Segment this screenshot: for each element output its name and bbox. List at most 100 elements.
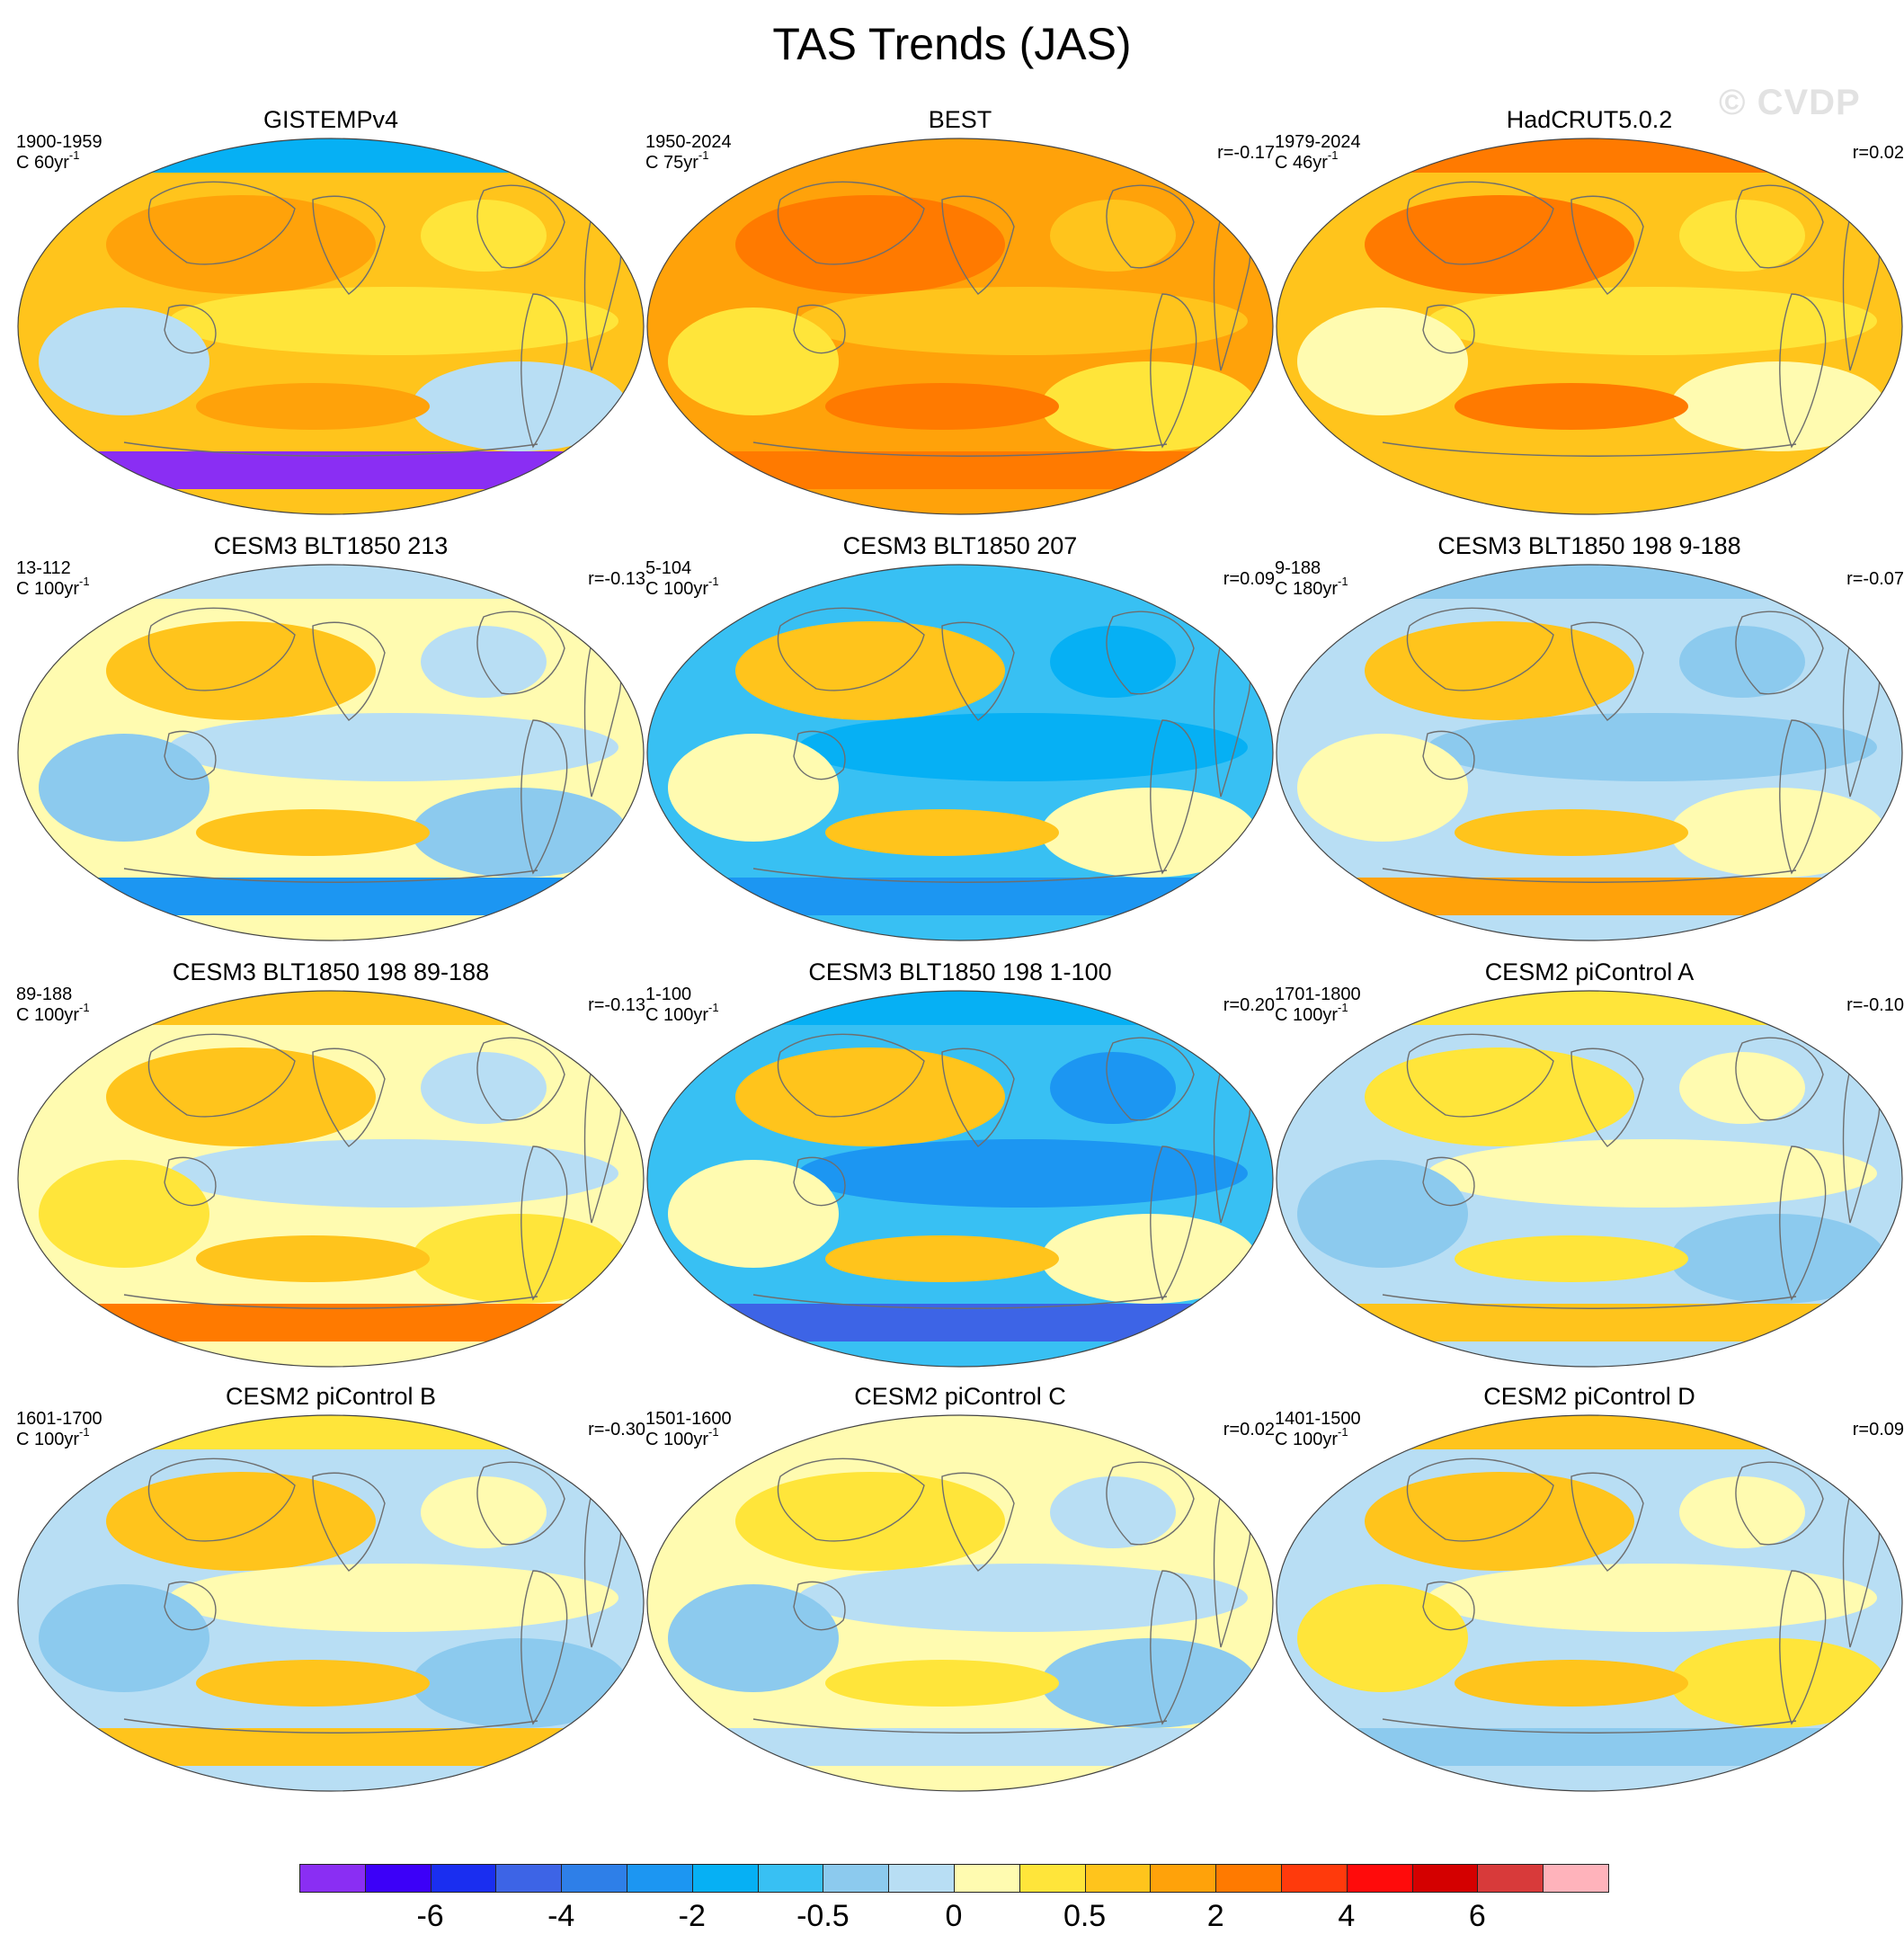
arctic-band bbox=[18, 138, 644, 173]
colorbar-swatch bbox=[1150, 1864, 1217, 1893]
trend-patch bbox=[169, 287, 618, 355]
trend-patch bbox=[1365, 1047, 1634, 1146]
continent-outline bbox=[1150, 719, 1197, 875]
colorbar-tick-label: -0.5 bbox=[796, 1899, 850, 1933]
panel-title: GISTEMPv4 bbox=[262, 106, 399, 133]
colorbar-tick-label: -4 bbox=[547, 1899, 575, 1933]
trend-patch bbox=[1679, 1476, 1805, 1548]
world-map bbox=[646, 138, 1274, 515]
panel-period: 9-188 bbox=[1275, 558, 1321, 578]
panel-title: CESM3 BLT1850 198 9-188 bbox=[1437, 532, 1741, 559]
colorbar-tick-label: 2 bbox=[1206, 1899, 1224, 1933]
continent-outline bbox=[752, 1294, 1168, 1309]
trend-patch bbox=[735, 621, 1005, 720]
world-map bbox=[17, 990, 645, 1368]
trend-patch bbox=[1679, 200, 1805, 272]
continent-outline bbox=[1150, 293, 1197, 449]
continent-outline bbox=[476, 1461, 565, 1546]
panel-period: 5-104 bbox=[645, 558, 692, 578]
colorbar-tick-label: 6 bbox=[1468, 1899, 1486, 1933]
panel-correlation: r=-0.07 bbox=[1846, 569, 1904, 589]
figure-title: TAS Trends (JAS) bbox=[772, 19, 1132, 69]
trend-patch bbox=[1455, 1235, 1688, 1282]
trend-patch bbox=[1365, 1472, 1634, 1571]
panel-units: C 75yr-1 bbox=[645, 148, 709, 173]
colorbar-swatch bbox=[299, 1864, 366, 1893]
colorbar-swatch bbox=[691, 1864, 759, 1893]
colorbar-swatch bbox=[561, 1864, 627, 1893]
continent-outline bbox=[164, 1156, 217, 1207]
trend-patch bbox=[1041, 361, 1257, 451]
colorbar-swatch bbox=[1411, 1864, 1479, 1893]
colorbar-swatch bbox=[888, 1864, 955, 1893]
arctic-band bbox=[1277, 565, 1902, 599]
continent-outline bbox=[476, 184, 565, 269]
continent-outline bbox=[123, 1294, 538, 1309]
continent-outline bbox=[752, 1718, 1168, 1734]
continent-outline bbox=[1570, 621, 1644, 721]
continent-outline bbox=[164, 304, 217, 354]
trend-patch bbox=[1365, 195, 1634, 294]
trend-patch bbox=[735, 1472, 1005, 1571]
trend-patch bbox=[1679, 626, 1805, 698]
panel-correlation: r=0.09 bbox=[1223, 569, 1275, 589]
panel-correlation: r=-0.13 bbox=[588, 569, 645, 589]
world-map bbox=[17, 564, 645, 941]
antarctic-band bbox=[647, 1341, 1273, 1367]
continent-outline bbox=[1422, 730, 1475, 780]
panel-period: 1701-1800 bbox=[1275, 985, 1361, 1004]
trend-patch bbox=[39, 1584, 209, 1692]
antarctic-band bbox=[647, 489, 1273, 514]
colorbar-swatch bbox=[1477, 1864, 1544, 1893]
trend-patch bbox=[1670, 1638, 1886, 1728]
trend-patch bbox=[798, 287, 1248, 355]
arctic-band bbox=[647, 1415, 1273, 1449]
arctic-band bbox=[647, 138, 1273, 173]
continent-outline bbox=[777, 1457, 925, 1542]
panel-title: CESM3 BLT1850 213 bbox=[213, 532, 449, 559]
continent-outline bbox=[1735, 611, 1824, 695]
map-border bbox=[17, 138, 645, 515]
trend-patch bbox=[412, 1214, 627, 1304]
trend-patch bbox=[1297, 1160, 1468, 1268]
trend-patch bbox=[412, 788, 627, 878]
panel-period: 13-112 bbox=[16, 558, 71, 578]
continent-outline bbox=[1422, 1581, 1475, 1631]
panel-title: CESM3 BLT1850 207 bbox=[842, 532, 1078, 559]
continent-outline bbox=[941, 1472, 1015, 1572]
map-border bbox=[1276, 1414, 1903, 1792]
colorbar-tick-label: 0 bbox=[945, 1899, 963, 1933]
continent-outline bbox=[941, 195, 1015, 295]
trend-patch bbox=[1050, 200, 1176, 272]
continent-outline bbox=[1779, 1145, 1827, 1301]
trend-patch bbox=[1670, 1214, 1886, 1304]
colorbar-swatch bbox=[823, 1864, 890, 1893]
panel-title: BEST bbox=[928, 106, 992, 133]
trend-patch bbox=[196, 809, 430, 856]
continent-outline bbox=[312, 621, 386, 721]
continent-outline bbox=[1406, 1033, 1554, 1118]
continent-outline bbox=[123, 1718, 538, 1734]
trend-patch bbox=[825, 809, 1059, 856]
trend-patch bbox=[798, 713, 1248, 781]
trend-patch bbox=[421, 1476, 547, 1548]
panel-period: 1950-2024 bbox=[645, 132, 732, 152]
continent-outline bbox=[793, 1156, 846, 1207]
trend-patch bbox=[1428, 287, 1877, 355]
continent-outline bbox=[123, 441, 538, 457]
trend-patch bbox=[39, 1160, 209, 1268]
world-map bbox=[1276, 1414, 1903, 1792]
panel-correlation: r=-0.10 bbox=[1846, 995, 1904, 1015]
panel-title: HadCRUT5.0.2 bbox=[1506, 106, 1673, 133]
map-panel: HadCRUT5.0.2 1979-2024 C 46yr-1 r=0.02 bbox=[1275, 104, 1904, 518]
map-border bbox=[1276, 990, 1903, 1368]
panel-units: C 100yr-1 bbox=[645, 1001, 719, 1025]
continent-outline bbox=[752, 441, 1168, 457]
colorbar-swatch bbox=[1019, 1864, 1086, 1893]
colorbar-swatch bbox=[954, 1864, 1020, 1893]
panel-correlation: r=-0.30 bbox=[588, 1420, 645, 1439]
arctic-band bbox=[18, 991, 644, 1025]
continent-outline bbox=[520, 719, 568, 875]
trend-patch bbox=[412, 1638, 627, 1728]
map-border bbox=[646, 564, 1274, 941]
